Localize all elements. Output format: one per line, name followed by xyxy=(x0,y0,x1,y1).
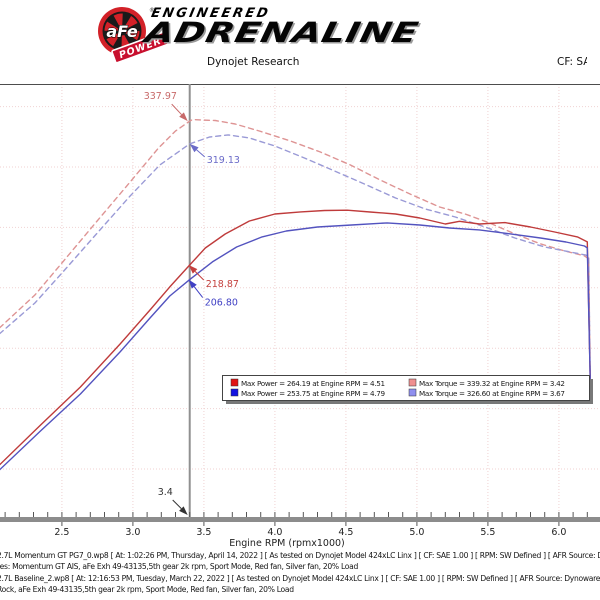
curve-torque-blue-dashed xyxy=(0,134,591,380)
run-info-line: 2.7L Momentum GT PG7_0.wp8 [ At: 1:02:26… xyxy=(0,551,600,560)
annotation-value-label: 337.97 xyxy=(144,91,177,102)
legend-swatch xyxy=(230,378,239,387)
x-axis-tick-label: 4.0 xyxy=(267,527,282,538)
annotation-arrow-line xyxy=(172,499,182,509)
legend-entry-label: Max Torque = 326.60 at Engine RPM = 3.67 xyxy=(419,389,565,398)
curve-torque-red-dashed xyxy=(0,118,591,380)
curve-power-red-solid xyxy=(0,209,591,466)
run-info-line: tes: Momentum GT AIS, aFe Exh 49-43135,5… xyxy=(0,562,358,572)
legend-entry-label: Max Power = 264.19 at Engine RPM = 4.51 xyxy=(241,379,385,388)
annotation-value-label: 319.13 xyxy=(207,155,240,166)
logo-adrenaline-text: ADRENALINE xyxy=(141,16,422,49)
annotation-value-label: 206.80 xyxy=(205,298,238,309)
x-axis-tick-label: 3.0 xyxy=(125,527,140,538)
header: aFe ® POWER ENGINEERED ADRENALINE Dynoje… xyxy=(0,0,600,84)
x-axis-tick-label: 5.5 xyxy=(480,527,495,538)
annotation-arrow-head xyxy=(189,143,199,153)
ribbon-rect xyxy=(111,31,170,63)
annotation-arrow-line xyxy=(194,271,205,281)
annotation-arrow-head xyxy=(179,506,188,515)
annotation-arrow-head xyxy=(188,279,197,289)
annotation-value-label: 3.4 xyxy=(158,487,173,498)
annotation-arrow-head xyxy=(179,112,188,122)
chart-subtitle: Dynojet Research xyxy=(207,56,300,68)
legend-entry-label: Max Power = 253.75 at Engine RPM = 4.79 xyxy=(241,389,385,398)
annotation-arrow-head xyxy=(188,264,198,274)
cf-label: CF: SA xyxy=(557,56,587,68)
legend-entry-label: Max Torque = 339.32 at Engine RPM = 3.42 xyxy=(419,379,565,388)
curve-power-blue-solid xyxy=(0,222,591,471)
logo-afe-text: aFe xyxy=(106,22,137,41)
legend-swatch xyxy=(408,388,417,397)
x-axis-tick-label: 3.5 xyxy=(196,527,211,538)
legend-box xyxy=(222,375,590,401)
logo-fan-blades xyxy=(104,13,140,49)
legend-swatch xyxy=(230,388,239,397)
run-info-line: Rock, aFe Exh 49-43135,5th gear 2k rpm, … xyxy=(0,585,294,595)
annotation-value-label: 218.87 xyxy=(206,279,239,290)
x-axis-tick-label: 5.0 xyxy=(409,527,424,538)
run-info-line: 2.7L Baseline_2.wp8 [ At: 12:16:53 PM, T… xyxy=(0,573,600,583)
x-axis-tick-label: 2.5 xyxy=(54,527,69,538)
legend-swatch xyxy=(408,378,417,387)
annotation-arrow-line xyxy=(196,149,206,158)
x-axis-tick-label: 6.0 xyxy=(551,527,566,538)
annotation-arrow-line xyxy=(171,103,182,115)
x-axis-bar xyxy=(0,517,600,522)
run-info-footer: 2.7L Momentum GT PG7_0.wp8 [ At: 1:02:26… xyxy=(0,550,600,596)
afe-power-logo: aFe ® POWER xyxy=(98,7,170,63)
x-axis-tick-label: 4.5 xyxy=(338,527,353,538)
annotation-arrow-line xyxy=(193,286,204,298)
x-axis-title: Engine RPM (rpmx1000) xyxy=(229,538,345,549)
logo-trademark: ® xyxy=(149,7,155,14)
